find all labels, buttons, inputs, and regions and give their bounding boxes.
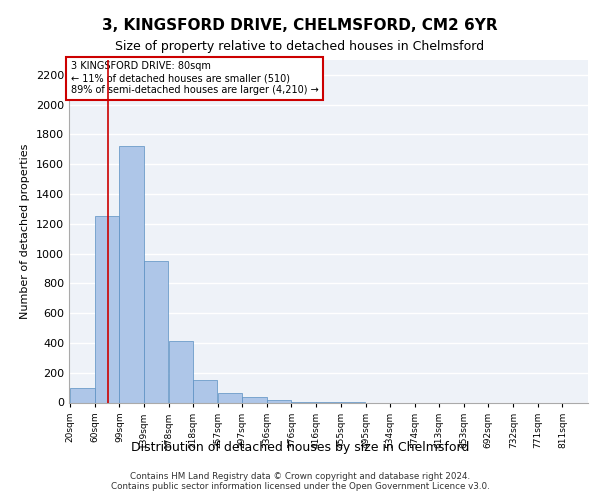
Bar <box>267 400 292 402</box>
Text: Size of property relative to detached houses in Chelmsford: Size of property relative to detached ho… <box>115 40 485 53</box>
Text: Contains HM Land Registry data © Crown copyright and database right 2024.
Contai: Contains HM Land Registry data © Crown c… <box>110 472 490 491</box>
Bar <box>193 380 217 402</box>
Bar <box>119 146 144 402</box>
Y-axis label: Number of detached properties: Number of detached properties <box>20 144 31 319</box>
Bar <box>70 388 95 402</box>
Text: 3, KINGSFORD DRIVE, CHELMSFORD, CM2 6YR: 3, KINGSFORD DRIVE, CHELMSFORD, CM2 6YR <box>102 18 498 32</box>
Bar <box>242 398 266 402</box>
Text: Distribution of detached houses by size in Chelmsford: Distribution of detached houses by size … <box>131 441 469 454</box>
Bar <box>169 342 193 402</box>
Bar <box>144 261 168 402</box>
Bar <box>218 393 242 402</box>
Bar <box>95 216 119 402</box>
Text: 3 KINGSFORD DRIVE: 80sqm
← 11% of detached houses are smaller (510)
89% of semi-: 3 KINGSFORD DRIVE: 80sqm ← 11% of detach… <box>71 62 319 94</box>
